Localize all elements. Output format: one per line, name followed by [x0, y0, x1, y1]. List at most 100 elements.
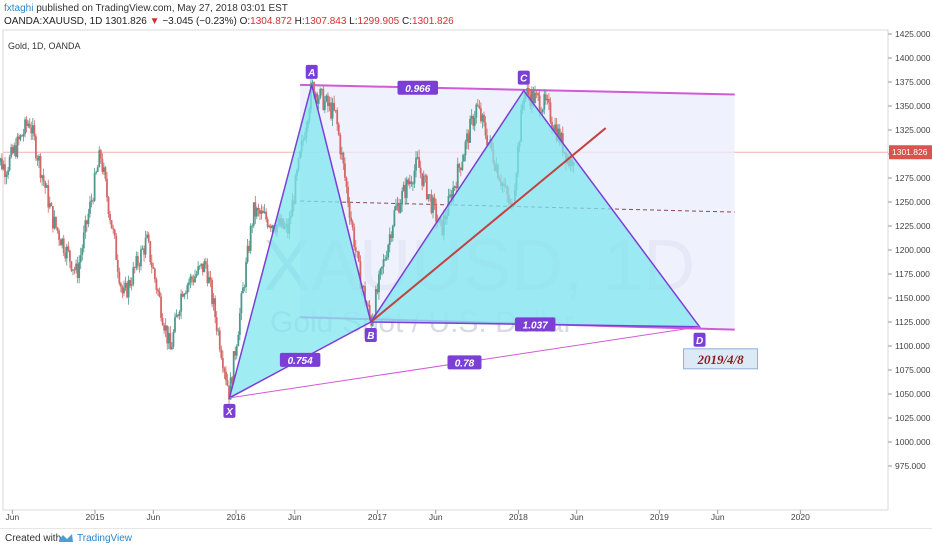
candle-body: [237, 334, 240, 347]
candle-body: [73, 269, 76, 271]
candle-body: [374, 289, 377, 316]
candle-body: [540, 111, 543, 113]
candle-body: [61, 238, 64, 246]
candle-body: [382, 259, 385, 267]
candle-body: [44, 181, 47, 188]
candle-body: [155, 279, 158, 290]
candle-body: [391, 225, 394, 239]
candle-body: [81, 248, 84, 256]
x-tick-label: 2018: [509, 512, 528, 522]
y-tick-label: 1275.000: [895, 173, 931, 183]
candle-body: [214, 298, 217, 318]
ratio-badge: [279, 352, 321, 367]
candle-body: [357, 251, 360, 262]
candle-body: [17, 136, 20, 140]
candle-body: [93, 173, 96, 201]
candle-body: [412, 183, 414, 185]
y-tick-label: 1050.000: [895, 389, 931, 399]
candle-body: [115, 235, 118, 260]
candle-body: [362, 285, 365, 287]
candle-body: [211, 280, 213, 305]
ohlc-line: OANDA:XAUUSD, 1D 1301.826 ▼ −3.045 (−0.2…: [4, 16, 454, 27]
candle-body: [475, 104, 478, 118]
candle-body: [422, 175, 425, 186]
candle-body: [413, 170, 416, 184]
candle-body: [164, 325, 167, 331]
ratio-label: 1.037: [523, 320, 548, 331]
point-label-a: A: [307, 68, 315, 79]
candle-body: [76, 263, 79, 279]
candle-body: [198, 265, 201, 267]
candle-body: [70, 261, 73, 271]
tradingview-brand[interactable]: TradingView: [77, 533, 133, 544]
candle-body: [123, 287, 125, 294]
candle-body: [127, 280, 130, 298]
candle-body: [478, 106, 481, 109]
candle-body: [535, 92, 538, 94]
x-tick-label: Jun: [5, 512, 19, 522]
candle-body: [33, 125, 36, 137]
candle-body: [262, 210, 264, 213]
candle-body: [187, 282, 190, 286]
candle-body: [231, 377, 234, 384]
candle-body: [14, 145, 17, 157]
author-link[interactable]: fxtaghi: [4, 3, 34, 14]
candle-body: [55, 216, 57, 228]
candle-body: [133, 267, 136, 269]
candle-body: [41, 175, 43, 178]
candle-body: [16, 136, 19, 157]
candle-body: [249, 225, 252, 251]
candle-body: [50, 203, 53, 207]
candle-body: [85, 220, 88, 225]
close-value: 1301.826: [412, 16, 454, 27]
point-label-x: X: [225, 407, 234, 418]
candle-body: [47, 185, 50, 208]
low-label: L:: [349, 16, 358, 27]
candle-body: [526, 87, 529, 94]
candle-body: [147, 234, 150, 242]
last-price-label: 1301.826: [892, 147, 928, 157]
candle-body: [401, 191, 404, 205]
candle-body: [345, 177, 348, 187]
candle-body: [178, 311, 181, 316]
candle-body: [464, 141, 467, 156]
candle-body: [208, 277, 210, 284]
y-tick-label: 1225.000: [895, 221, 931, 231]
last-price: 1301.826: [105, 16, 147, 27]
candle-body: [67, 246, 70, 251]
low-value: 1299.905: [357, 16, 400, 27]
candle-body: [78, 262, 81, 279]
candle-body: [160, 296, 162, 318]
x-tick-label: 2019: [650, 512, 669, 522]
candle-body: [217, 330, 220, 332]
candle-body: [388, 234, 391, 246]
y-tick-label: 1200.000: [895, 245, 931, 255]
candle-body: [257, 208, 260, 211]
candle-body: [79, 255, 82, 263]
candle-body: [271, 225, 274, 229]
open-value: 1304.872: [250, 16, 292, 27]
candle-body: [113, 229, 116, 236]
candle-body: [459, 167, 462, 170]
candle-body: [265, 211, 268, 220]
candle-body: [45, 185, 48, 188]
candle-body: [348, 203, 351, 218]
price-chart[interactable]: XAUUSD, 1DGold Spot / U.S. Dollar XABCD0…: [0, 0, 932, 528]
candle-body: [381, 266, 383, 269]
candle-body: [421, 173, 424, 186]
candle-body: [472, 116, 475, 126]
point-label-d: D: [696, 336, 703, 347]
y-tick-label: 1400.000: [895, 53, 931, 63]
candle-body: [269, 225, 272, 229]
candle-body: [11, 147, 14, 154]
point-badge-b: [364, 328, 377, 342]
candle-body: [157, 289, 159, 292]
candle-body: [398, 203, 400, 213]
candle-body: [364, 286, 366, 303]
candle-body: [322, 88, 325, 110]
x-tick-label: 2020: [791, 512, 810, 522]
candle-body: [30, 127, 33, 134]
candle-body: [435, 203, 438, 222]
candle-body: [204, 261, 207, 265]
candle-body: [82, 232, 85, 249]
